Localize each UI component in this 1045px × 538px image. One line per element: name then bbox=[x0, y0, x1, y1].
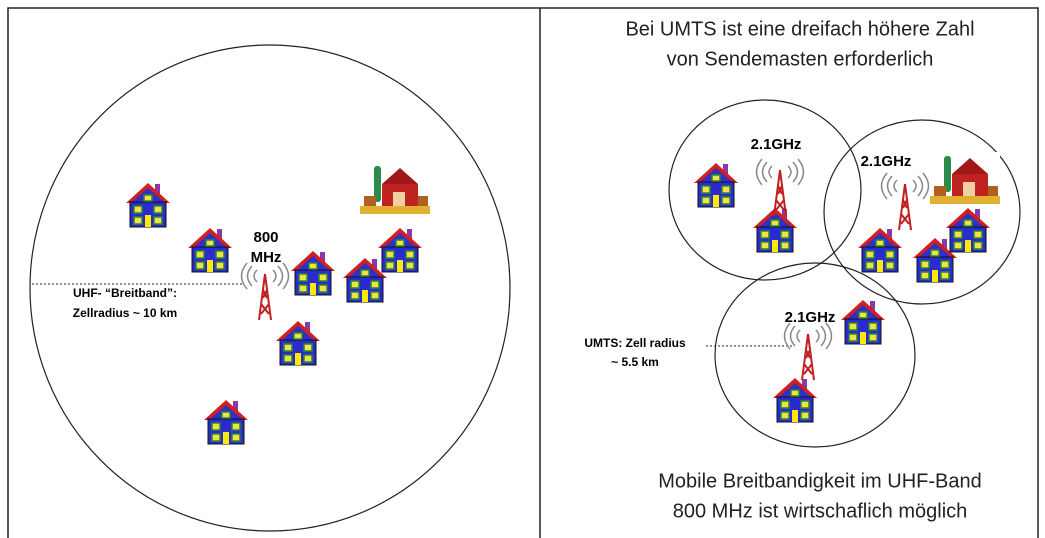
tower bbox=[757, 159, 804, 216]
radius-label: UHF- “Breitband”: bbox=[73, 286, 177, 300]
cell-label: 2.1GHz bbox=[785, 309, 836, 326]
cell-label: 2.1GHz bbox=[751, 136, 802, 153]
tower bbox=[882, 173, 929, 230]
frame bbox=[8, 8, 1038, 538]
tower bbox=[785, 323, 832, 380]
footer: Mobile Breitbandigkeit im UHF-Band bbox=[658, 470, 981, 492]
tower bbox=[242, 263, 289, 320]
frequency: MHz bbox=[251, 249, 282, 266]
title: Bei UMTS ist eine dreifach höhere Zahl bbox=[625, 18, 974, 40]
diagram: 800 MHz UHF- “Breitband”: Zellradius ~ 1… bbox=[0, 0, 1045, 538]
frequency: 800 bbox=[253, 229, 278, 246]
title: von Sendemasten erforderlich bbox=[667, 48, 934, 70]
houses bbox=[694, 152, 1000, 422]
radius-label: UMTS: Zell radius bbox=[584, 336, 686, 350]
radius-label: Zellradius ~ 10 km bbox=[73, 306, 177, 320]
page: 800 MHz UHF- “Breitband”: Zellradius ~ 1… bbox=[0, 0, 1045, 538]
cell-label: 2.1GHz bbox=[861, 153, 912, 170]
footer: 800 MHz ist wirtschaflich möglich bbox=[673, 500, 968, 522]
radius-label: ~ 5.5 km bbox=[611, 355, 659, 369]
houses bbox=[126, 162, 430, 444]
